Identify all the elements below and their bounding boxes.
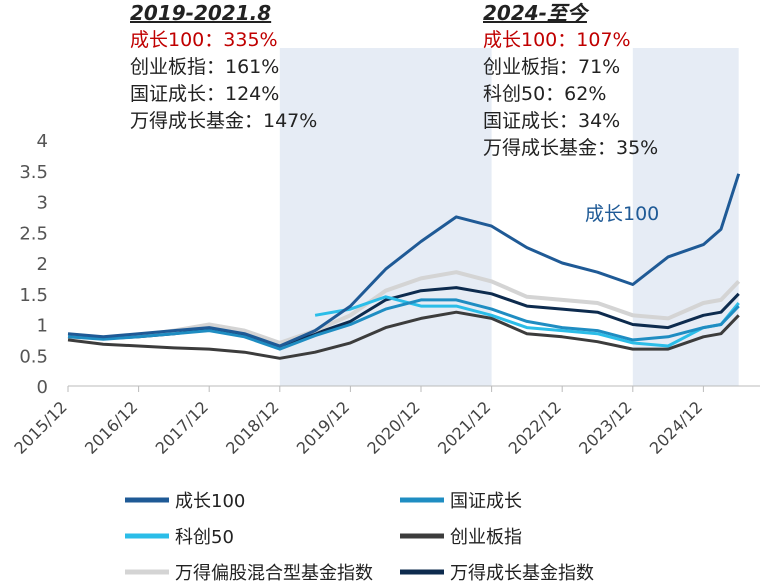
y-tick-label: 3.5: [19, 162, 48, 183]
legend-label: 创业板指: [450, 527, 522, 548]
legend-label: 万得偏股混合型基金指数: [175, 563, 373, 584]
annotation-line: 国证成长：124%: [130, 83, 280, 105]
annotation-line: 万得成长基金：35%: [483, 137, 659, 159]
y-tick-label: 3: [37, 193, 48, 214]
legend-label: 科创50: [175, 527, 234, 548]
x-tick-label: 2024/12: [646, 397, 706, 457]
y-tick-label: 0.5: [19, 346, 48, 367]
y-tick-label: 1.5: [19, 285, 48, 306]
x-tick-label: 2018/12: [222, 397, 282, 457]
annotation-title: 2019-2021.8: [130, 1, 272, 25]
series-line: [67, 173, 741, 348]
y-tick-label: 0: [37, 377, 48, 398]
series-inline-label: 成长100: [585, 203, 659, 225]
x-tick-label: 2022/12: [505, 397, 565, 457]
x-tick-label: 2020/12: [363, 397, 423, 457]
x-tick-label: 2023/12: [575, 397, 635, 457]
legend-label: 国证成长: [450, 491, 522, 512]
annotation-line: 成长100：335%: [130, 29, 278, 51]
y-tick-label: 1: [37, 316, 48, 337]
annotation-line: 国证成长：34%: [483, 110, 621, 132]
series-line: [67, 310, 740, 360]
x-tick-label: 2021/12: [434, 397, 494, 457]
shaded-period: [632, 48, 739, 386]
annotation-line: 万得成长基金：147%: [130, 110, 318, 132]
annotation-2024-now: 2024-至今 成长100：107% 创业板指：71% 科创50：62% 国证成…: [483, 0, 658, 162]
annotation-2019-2021: 2019-2021.8 成长100：335% 创业板指：161% 国证成长：12…: [130, 0, 317, 135]
x-tick-label: 2019/12: [293, 397, 353, 457]
y-tick-label: 2: [37, 254, 48, 275]
y-tick-label: 2.5: [19, 223, 48, 244]
x-tick-label: 2016/12: [81, 397, 141, 457]
annotation-title: 2024-至今: [483, 1, 587, 25]
annotation-line: 成长100：107%: [483, 29, 631, 51]
annotation-line: 科创50：62%: [483, 83, 607, 105]
y-tick-label: 4: [37, 131, 48, 152]
legend-label: 成长100: [175, 491, 245, 512]
annotation-line: 创业板指：71%: [483, 56, 621, 78]
legend-label: 万得成长基金指数: [450, 563, 594, 584]
x-tick-label: 2017/12: [152, 397, 212, 457]
x-tick-label: 2015/12: [10, 397, 70, 457]
annotation-line: 创业板指：161%: [130, 56, 280, 78]
series-line: [67, 298, 740, 351]
